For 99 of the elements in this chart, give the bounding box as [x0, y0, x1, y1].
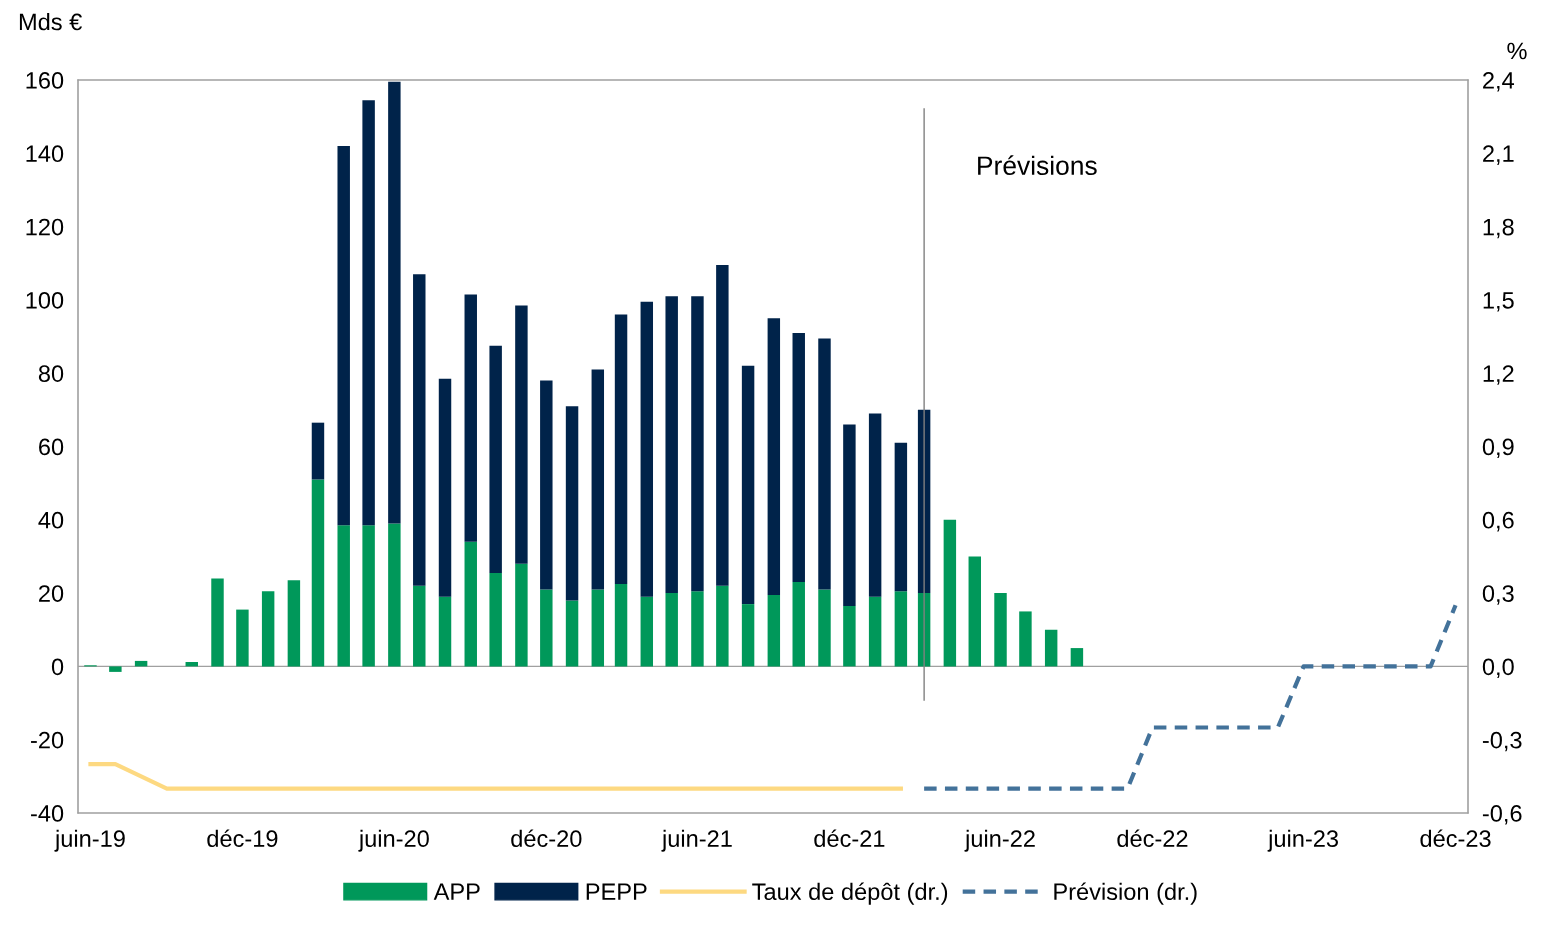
y2-tick-label: -0,6 [1482, 805, 1522, 825]
bar [741, 604, 755, 667]
x-tick-label: juin-20 [358, 829, 429, 852]
x-tick-label: juin-21 [661, 829, 732, 852]
y2-tick-label: 2,4 [1483, 72, 1515, 92]
y-axis-title: Mds € [19, 13, 82, 31]
y-tick-label: 100 [26, 291, 64, 309]
bar [540, 589, 553, 667]
bar [640, 596, 654, 667]
bar [515, 305, 528, 564]
x-tick-label: juin-22 [964, 829, 1035, 852]
bar [716, 265, 729, 586]
bar [741, 365, 755, 605]
bar [894, 442, 908, 592]
bar [591, 589, 605, 667]
bar [438, 596, 452, 667]
bar [311, 422, 325, 480]
x-tick-label: juin-23 [1267, 829, 1338, 852]
bar [565, 406, 579, 601]
y2-tick-label: 1,5 [1483, 292, 1514, 312]
bar [1070, 648, 1084, 667]
x-tick-label: déc-19 [207, 829, 278, 848]
x-tick-label: déc-23 [1420, 829, 1491, 848]
bar [716, 585, 729, 667]
y-tick-label: 40 [38, 511, 64, 529]
bar [337, 525, 350, 667]
y-tick-label: -40 [31, 805, 64, 822]
bar [515, 563, 528, 667]
bar [691, 591, 704, 667]
bar [261, 591, 275, 667]
bar [211, 578, 224, 667]
bar [388, 81, 401, 524]
y-tick-label: 60 [39, 438, 64, 456]
bar [1044, 629, 1058, 667]
bar [614, 583, 628, 667]
bar [438, 378, 452, 597]
bar [994, 593, 1007, 667]
bar [287, 580, 301, 667]
bar [362, 525, 375, 667]
bar [413, 274, 426, 586]
bar [591, 369, 605, 590]
bar [818, 338, 831, 590]
bar [540, 380, 553, 590]
bar [565, 600, 579, 667]
y-tick-label: 140 [26, 145, 64, 163]
bar [311, 479, 325, 667]
y-tick-label: -20 [31, 731, 64, 749]
bar [767, 594, 781, 667]
y-tick-label: 120 [26, 218, 64, 236]
y2-tick-label: -0,3 [1482, 731, 1522, 752]
bar [464, 541, 477, 667]
bar [767, 318, 781, 595]
bar [843, 424, 856, 606]
y-tick-label: 80 [38, 365, 64, 382]
x-tick-label: déc-20 [511, 829, 582, 848]
x-tick-label: juin-19 [54, 829, 125, 852]
annotation: Prévisions [978, 155, 1097, 176]
bar [968, 556, 981, 667]
y2-tick-label: 2,1 [1483, 145, 1514, 165]
y2-axis-title: % [1507, 42, 1527, 60]
y2-tick-label: 0,6 [1482, 511, 1514, 532]
legend-label: Taux de dépôt (dr.) [752, 882, 948, 905]
bar [665, 296, 678, 594]
bar [792, 582, 805, 667]
y-tick-label: 160 [26, 72, 64, 89]
bar [792, 332, 805, 583]
bar [413, 585, 426, 667]
bar [236, 609, 249, 667]
y2-tick-label: 0,0 [1482, 658, 1514, 678]
bar [665, 593, 678, 667]
y2-tick-label: 0,3 [1482, 585, 1514, 605]
bar [818, 589, 831, 667]
bar [691, 296, 704, 592]
bar [943, 519, 957, 667]
bar [894, 591, 908, 667]
bar [464, 294, 477, 542]
bar [1019, 611, 1032, 667]
bar [109, 666, 122, 672]
bar [843, 605, 856, 667]
legend-label: Prévision (dr.) [1054, 882, 1197, 905]
bar [388, 523, 401, 667]
bar [868, 413, 882, 597]
x-tick-label: déc-22 [1117, 829, 1188, 848]
bar [640, 301, 654, 597]
y2-tick-label: 0,9 [1482, 438, 1514, 459]
bar [868, 596, 882, 667]
y-tick-label: 20 [39, 585, 64, 602]
x-tick-label: déc-21 [814, 829, 885, 848]
y2-tick-label: 1,2 [1483, 365, 1514, 385]
bar [489, 572, 502, 667]
bar [362, 100, 375, 526]
bar [489, 345, 502, 573]
y2-tick-label: 1,8 [1483, 218, 1514, 239]
legend-label: PEPP [586, 883, 647, 900]
line-series [922, 603, 1458, 791]
y-tick-label: 0 [51, 658, 64, 676]
bar [337, 145, 350, 526]
legend-label: APP [433, 883, 480, 900]
bar [614, 314, 628, 584]
